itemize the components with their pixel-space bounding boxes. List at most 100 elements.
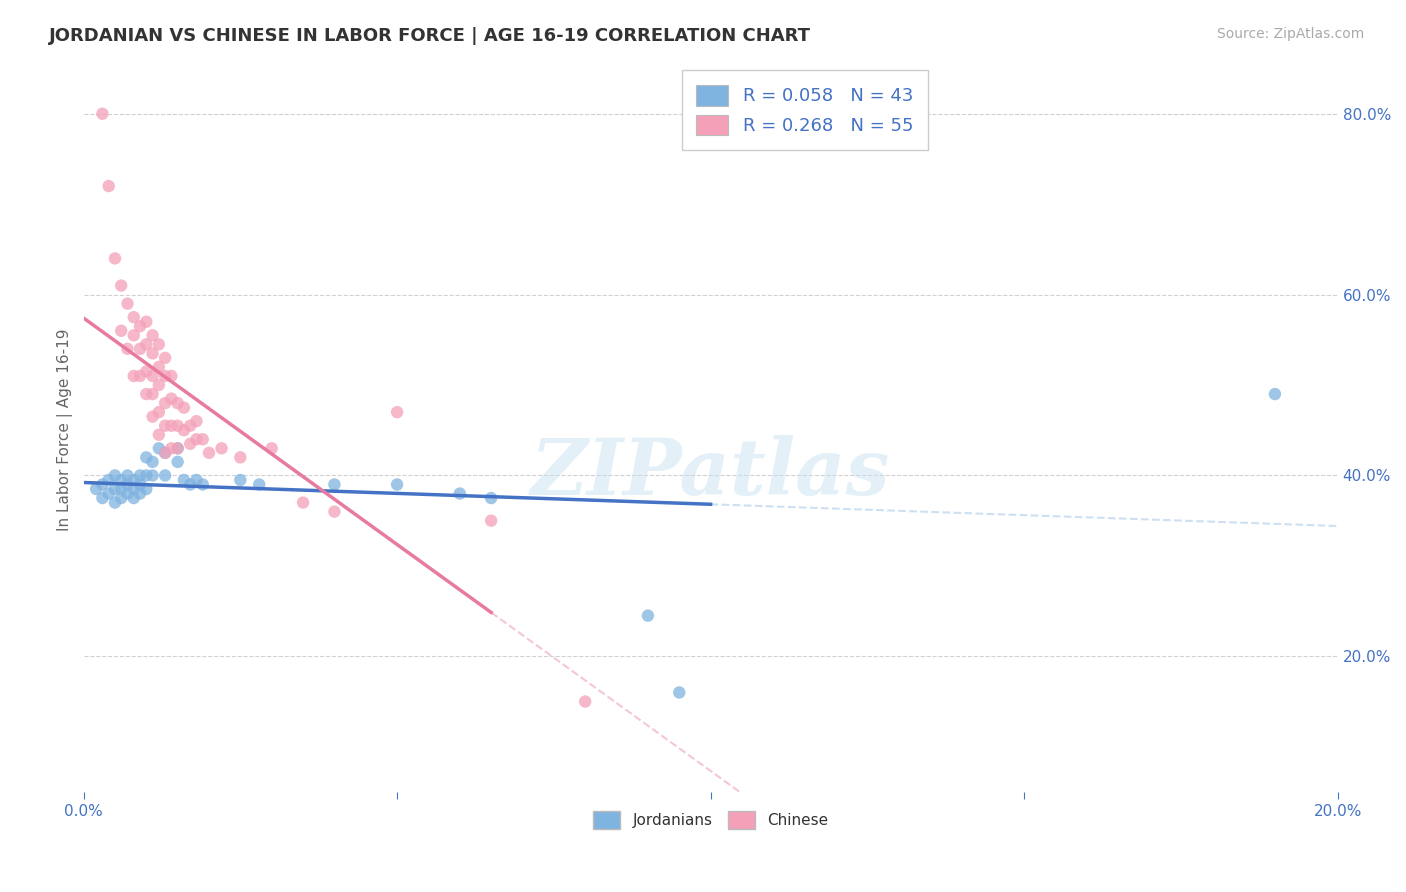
Point: [110, 473, 132, 487]
Point: [323, 477, 346, 491]
Point: [117, 477, 139, 491]
Point: [160, 418, 183, 433]
Point: [135, 450, 157, 465]
Point: [160, 442, 183, 456]
Point: [117, 468, 139, 483]
Point: [110, 482, 132, 496]
Point: [135, 364, 157, 378]
Point: [135, 315, 157, 329]
Point: [229, 450, 252, 465]
Point: [186, 432, 208, 446]
Point: [97, 473, 120, 487]
Point: [122, 310, 145, 325]
Point: [117, 296, 139, 310]
Point: [122, 369, 145, 384]
Point: [166, 455, 188, 469]
Y-axis label: In Labor Force | Age 16-19: In Labor Force | Age 16-19: [58, 329, 73, 532]
Point: [129, 369, 152, 384]
Point: [129, 486, 152, 500]
Point: [260, 442, 283, 456]
Point: [142, 369, 165, 384]
Point: [166, 442, 188, 456]
Point: [97, 486, 120, 500]
Text: JORDANIAN VS CHINESE IN LABOR FORCE | AGE 16-19 CORRELATION CHART: JORDANIAN VS CHINESE IN LABOR FORCE | AG…: [49, 27, 811, 45]
Point: [91, 477, 114, 491]
Text: ZIPatlas: ZIPatlas: [531, 435, 890, 512]
Point: [91, 107, 114, 121]
Point: [142, 387, 165, 401]
Point: [191, 477, 214, 491]
Point: [160, 392, 183, 406]
Point: [148, 427, 170, 442]
Point: [129, 477, 152, 491]
Point: [110, 324, 132, 338]
Point: [148, 337, 170, 351]
Point: [135, 337, 157, 351]
Point: [122, 328, 145, 343]
Point: [191, 432, 214, 446]
Point: [247, 477, 270, 491]
Point: [637, 608, 659, 623]
Point: [129, 342, 152, 356]
Point: [117, 486, 139, 500]
Point: [229, 473, 252, 487]
Point: [142, 455, 165, 469]
Point: [104, 482, 127, 496]
Point: [142, 328, 165, 343]
Point: [122, 482, 145, 496]
Point: [449, 486, 471, 500]
Point: [292, 495, 315, 509]
Point: [179, 437, 201, 451]
Point: [198, 446, 221, 460]
Text: Source: ZipAtlas.com: Source: ZipAtlas.com: [1216, 27, 1364, 41]
Point: [142, 409, 165, 424]
Point: [135, 482, 157, 496]
Point: [211, 442, 233, 456]
Point: [110, 491, 132, 505]
Point: [186, 414, 208, 428]
Point: [122, 491, 145, 505]
Point: [142, 346, 165, 360]
Point: [479, 514, 502, 528]
Point: [166, 396, 188, 410]
Point: [179, 418, 201, 433]
Point: [166, 442, 188, 456]
Point: [153, 418, 176, 433]
Legend: Jordanians, Chinese: Jordanians, Chinese: [586, 805, 835, 835]
Point: [173, 423, 195, 437]
Point: [479, 491, 502, 505]
Point: [84, 482, 107, 496]
Point: [153, 351, 176, 365]
Point: [179, 477, 201, 491]
Point: [385, 477, 408, 491]
Point: [104, 468, 127, 483]
Point: [153, 468, 176, 483]
Point: [153, 446, 176, 460]
Point: [323, 505, 346, 519]
Point: [122, 473, 145, 487]
Point: [166, 418, 188, 433]
Point: [97, 179, 120, 194]
Point: [160, 369, 183, 384]
Point: [104, 495, 127, 509]
Point: [129, 319, 152, 334]
Point: [668, 685, 690, 699]
Point: [153, 446, 176, 460]
Point: [385, 405, 408, 419]
Point: [148, 405, 170, 419]
Point: [153, 369, 176, 384]
Point: [173, 473, 195, 487]
Point: [148, 359, 170, 374]
Point: [135, 468, 157, 483]
Point: [104, 252, 127, 266]
Point: [142, 468, 165, 483]
Point: [117, 342, 139, 356]
Point: [91, 491, 114, 505]
Point: [186, 473, 208, 487]
Point: [148, 378, 170, 392]
Point: [129, 468, 152, 483]
Point: [153, 396, 176, 410]
Point: [110, 278, 132, 293]
Point: [574, 694, 596, 708]
Point: [148, 442, 170, 456]
